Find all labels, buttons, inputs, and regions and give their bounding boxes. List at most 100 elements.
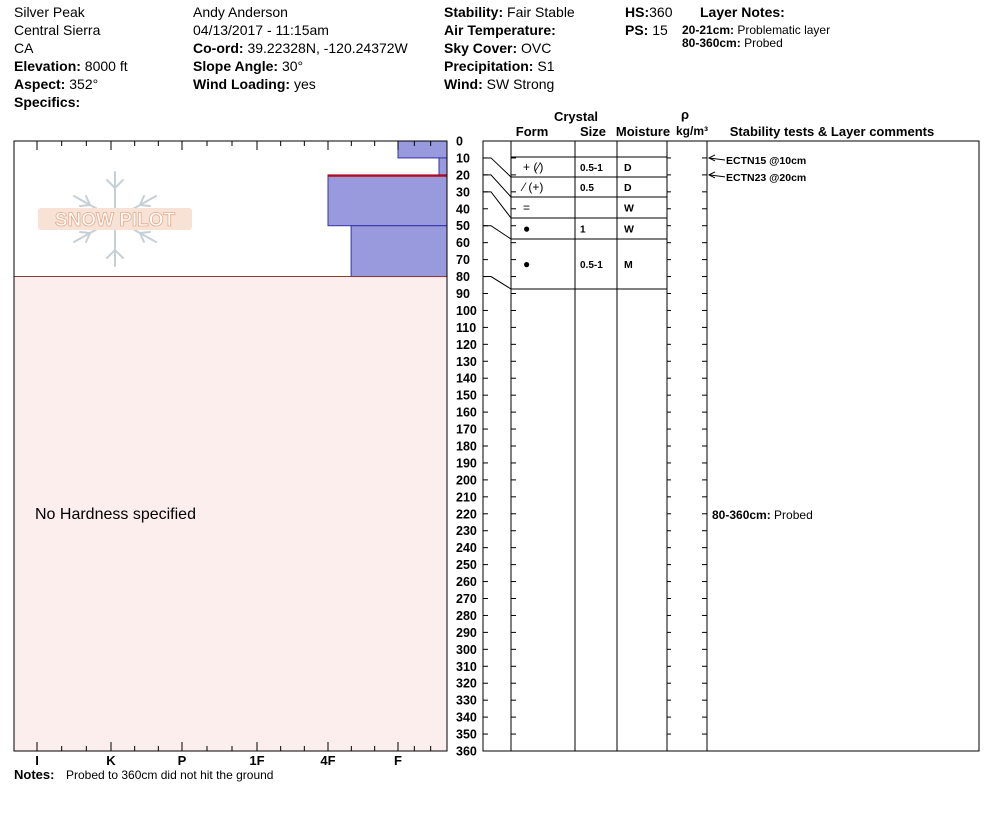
elevation-value: 8000 ft [84,58,128,74]
precip-label: Precipitation: [444,58,534,74]
specifics-label: Specifics: [14,94,81,110]
layer-form: ⁄ (+) [520,180,543,194]
layer-connector [483,276,512,290]
sky-value: OVC [521,40,552,56]
ps-label: PS: [625,22,649,38]
wind-loading-label: Wind Loading: [193,76,291,92]
air-temperature: Air Temperature: [444,21,556,39]
coord-label: Co-ord: [193,40,244,56]
coord-value: 39.22328N, -120.24372W [247,40,408,56]
layer-form: + (⁄) [523,160,543,174]
depth-label: 130 [456,355,477,369]
layer-note-range: 20-21cm: [682,23,735,37]
depth-label: 110 [456,321,476,335]
depth-label: 240 [456,541,477,555]
height-of-snow: HS:360 [625,3,672,21]
layer-connector [483,174,512,198]
depth-label: 290 [456,626,477,640]
stability-label: Stability: [444,4,504,20]
notes-text: Probed to 360cm did not hit the ground [66,768,273,782]
wind-label: Wind: [444,76,483,92]
depth-label: 40 [456,202,470,216]
layer-comment-text: Probed [774,508,813,522]
depth-label: 330 [456,694,477,708]
precipitation: Precipitation: S1 [444,57,554,75]
depth-label: 30 [456,185,470,199]
depth-label: 100 [456,304,477,318]
hardness-label: P [178,753,187,768]
slope-label: Slope Angle: [193,58,279,74]
state: CA [14,40,34,56]
crystal-header: Crystal [554,109,598,124]
depth-label: 190 [456,456,477,470]
layer-row-box [510,217,668,240]
location-name: Silver Peak [14,4,85,20]
arrow-head [707,171,716,179]
depth-label: 160 [456,406,477,420]
elevation: Elevation: 8000 ft [14,57,128,75]
observation-datetime: 04/13/2017 - 11:15am [193,22,329,38]
depth-label: 70 [456,253,470,267]
hardness-bottom-ticks [36,742,432,751]
depth-label: 310 [456,660,477,674]
layer-comment-range: 80-360cm: [712,508,774,522]
layer-form: ● [523,222,530,236]
depth-label: 260 [456,575,477,589]
density-symbol: ρ [681,107,689,122]
sky-label: Sky Cover: [444,40,518,56]
stability-header: Stability tests & Layer comments [730,124,934,139]
layer-row-box [510,238,668,290]
snowpilot-logo [38,171,192,267]
depth-label: 60 [456,236,470,250]
no-hardness-text: No Hardness specified [35,506,196,523]
aspect-label: Aspect: [14,76,66,92]
wind-value: SW Strong [486,76,555,92]
wind-loading-value: yes [293,76,316,92]
layer-form: ● [523,257,530,271]
ps-value: 15 [652,22,668,38]
probed-region [14,276,447,751]
depth-label: 150 [456,389,477,403]
layer-comments: 80-360cm: Probed [712,508,813,522]
air-temp-label: Air Temperature: [444,22,556,38]
depth-label: 10 [456,151,470,165]
layer-note: 20-21cm: Problematic layer [682,24,830,37]
layer-size: 1 [580,225,586,236]
hardness-label: 1F [249,753,264,768]
layer-moisture: D [624,182,632,194]
depth-label: 20 [456,168,470,182]
test-arrow [708,157,726,161]
hardness-panel-frame [13,140,448,752]
depth-label: 320 [456,677,477,691]
aspect: Aspect: 352° [14,75,98,93]
aspect-value: 352° [69,76,99,92]
layer-connector [483,191,512,219]
depth-label: 170 [456,423,477,437]
hardness-label: I [35,753,39,768]
arrow-head [707,154,716,162]
wind: Wind: SW Strong [444,75,554,93]
hardness-axis-labels: I K P 1F 4F F [35,753,402,768]
layer-table-frame [482,140,980,752]
slope-value: 30° [281,58,304,74]
hardness-bar [438,157,448,176]
logo-text: SNOW PILOT [55,210,176,231]
layer-note-text: Probed [744,36,783,50]
elevation-label: Elevation: [14,58,81,74]
layer-moisture: W [624,224,634,236]
layer-note-text: Problematic layer [737,23,831,37]
depth-label: 90 [456,287,470,301]
notes-label: Notes: [14,767,54,782]
depth-label: 120 [456,338,477,352]
depth-label: 180 [456,440,477,454]
hs-label: HS: [625,4,650,20]
slope-angle: Slope Angle: 30° [193,57,303,75]
stability: Stability: Fair Stable [444,3,575,21]
density-unit: kg/m³ [676,124,708,138]
depth-label: 270 [456,592,477,606]
stability-test-label: ECTN15 @10cm [726,155,806,167]
depth-label: 80 [456,270,470,284]
hardness-label: 4F [320,753,335,768]
precip-value: S1 [537,58,555,74]
sky-cover: Sky Cover: OVC [444,39,551,57]
